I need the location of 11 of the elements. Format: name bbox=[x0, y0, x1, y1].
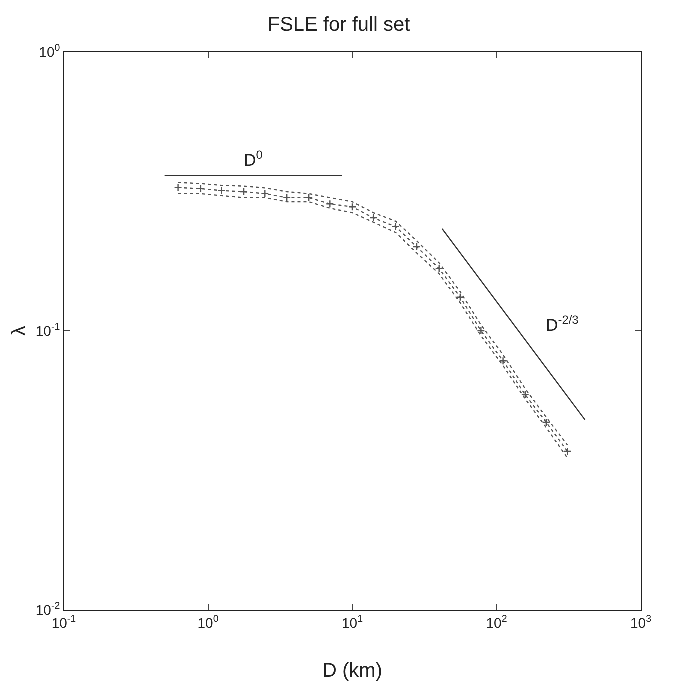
x-tick-label: 10$^{2}$ bbox=[486, 614, 508, 631]
x-axis-title: D (km) bbox=[322, 660, 382, 682]
x-tick-label: 10$^{0}$ bbox=[198, 614, 220, 631]
x-tick-label: 10$^{1}$ bbox=[342, 614, 364, 631]
series-label: D$^{-2/3}$ bbox=[546, 313, 580, 336]
y-axis-title: λ bbox=[8, 326, 30, 336]
x-tick-label: 10$^{3}$ bbox=[630, 614, 652, 631]
y-tick-label: 10$^{0}$ bbox=[39, 43, 61, 60]
series-label: D$^{0}$ bbox=[244, 148, 264, 170]
chart-title: FSLE for full set bbox=[268, 14, 411, 36]
y-tick-label: 10$^{-1}$ bbox=[36, 322, 60, 339]
